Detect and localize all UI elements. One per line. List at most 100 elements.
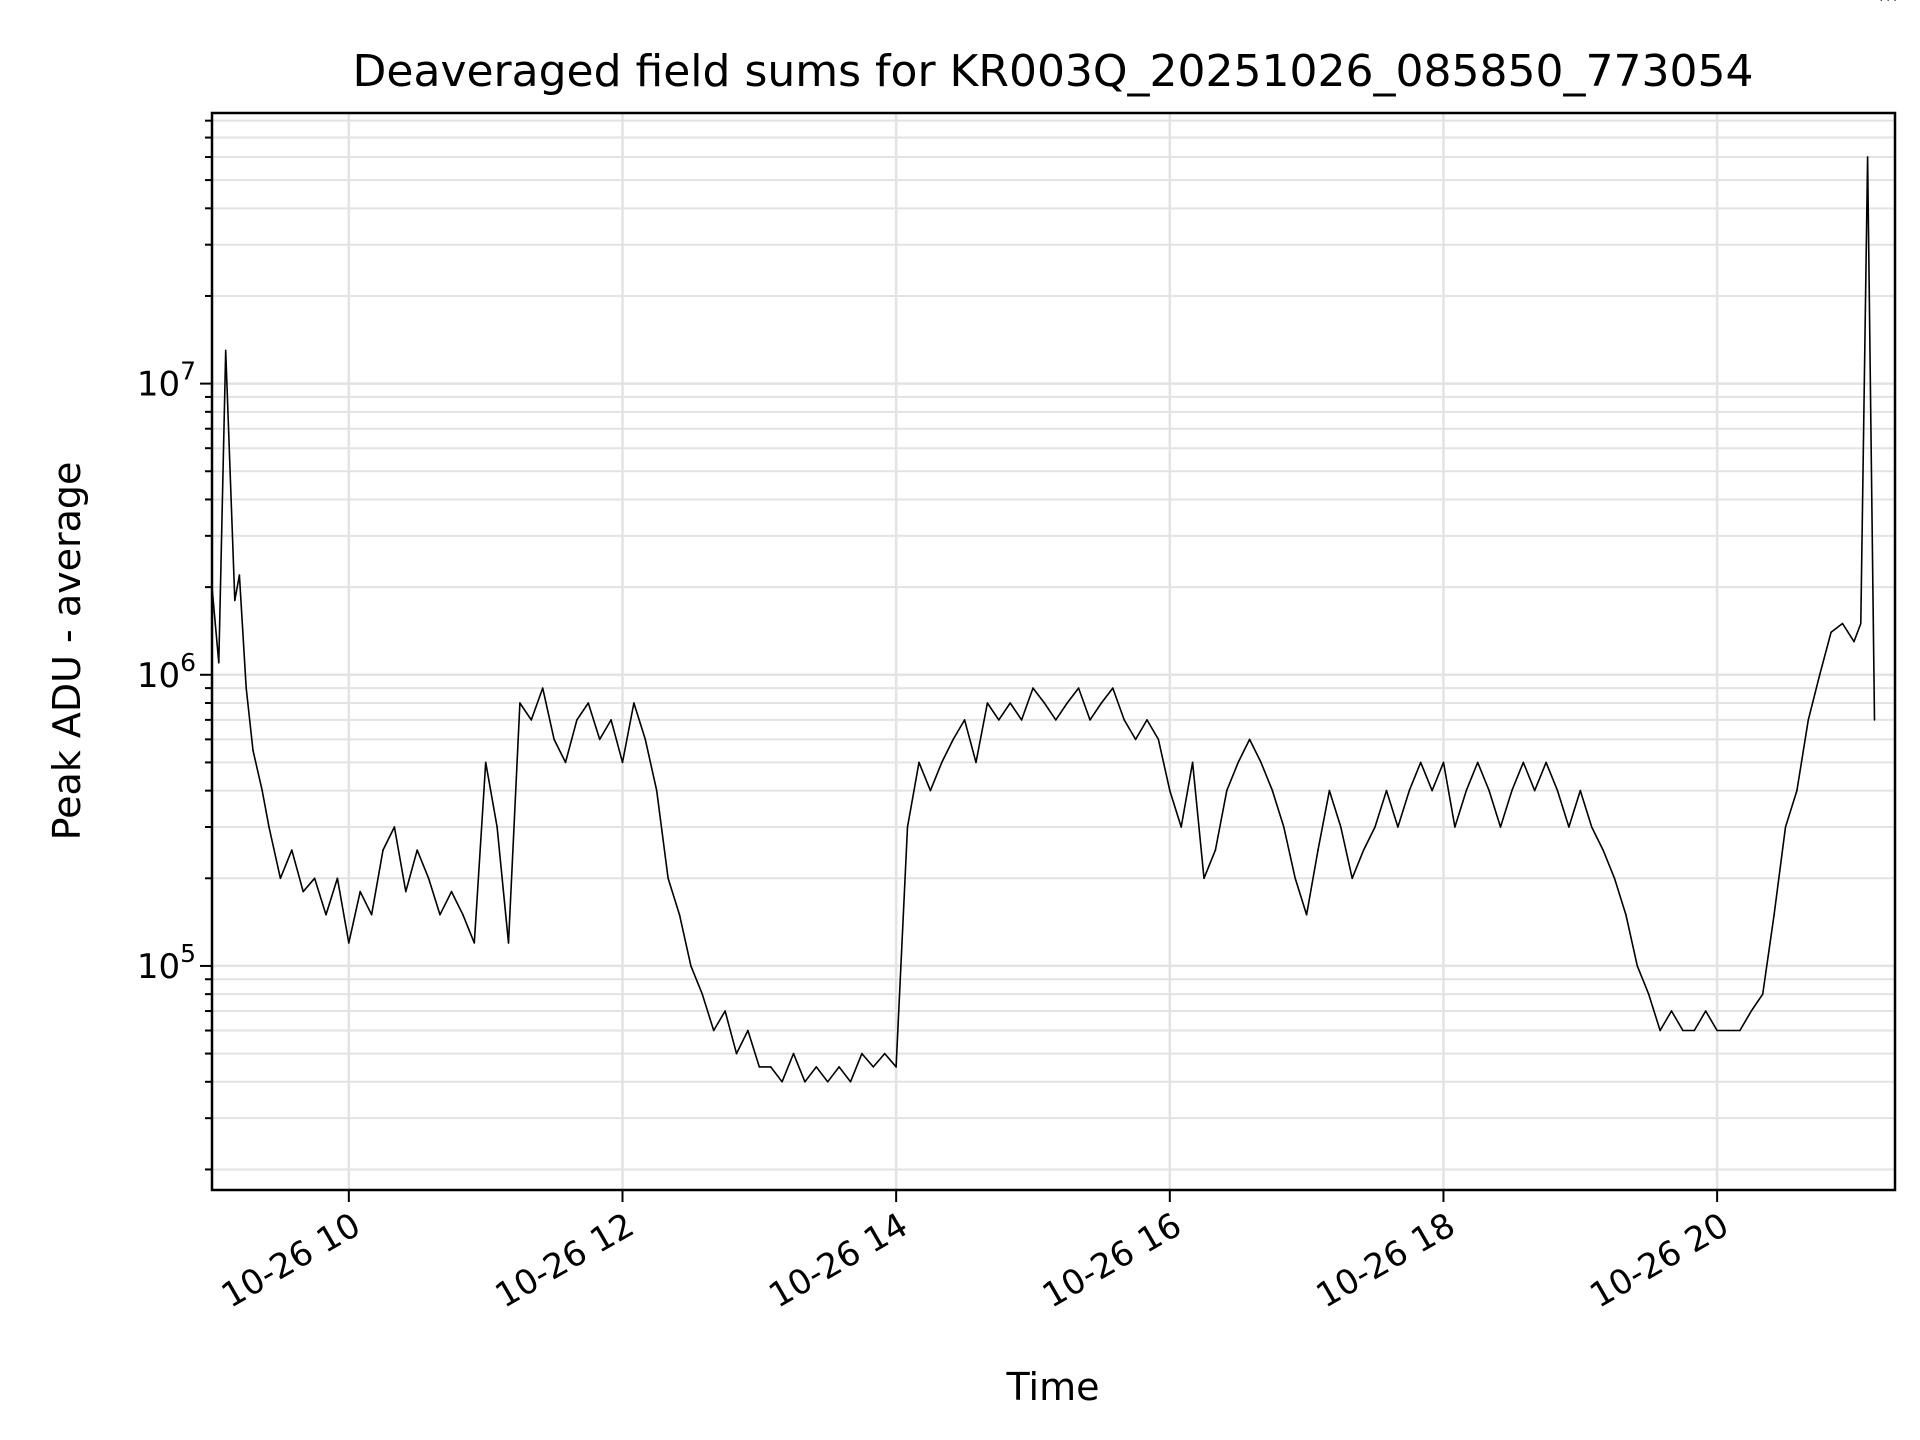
data-point [359,890,362,893]
y-tick-label: 107 [137,357,196,405]
data-point [906,826,909,828]
data-point [1191,761,1194,764]
data-point [1796,789,1798,792]
data-point [1283,826,1285,828]
data-point [1476,761,1479,764]
y-tick-label: 105 [137,939,196,987]
data-point [735,1052,738,1055]
data-point [826,1081,829,1083]
data-point [872,1066,875,1068]
x-tick-label: 10-26 10 [215,1205,367,1316]
data-point [769,1066,772,1068]
data-point [895,1066,897,1068]
data-point [484,761,487,764]
data-point [348,942,350,944]
data-point [598,738,601,741]
data-point [1636,965,1639,967]
data-point [1419,761,1422,764]
y-axis-label: Peak ADU - average [45,462,89,841]
data-point [712,1029,715,1032]
data-point [633,702,635,704]
data-point [758,1066,761,1068]
data-point [1880,0,1883,1]
data-point [792,1052,795,1055]
data-point [1351,877,1353,880]
data-point [576,719,578,721]
data-point [986,702,989,704]
data-point [1442,761,1445,764]
data-point [291,849,293,851]
data-point [747,1029,749,1032]
data-point [1214,849,1217,851]
data-point [644,738,647,741]
data-point [1431,789,1433,792]
data-point [1385,789,1388,792]
data-point [1682,1029,1684,1032]
data-point [1568,826,1570,828]
data-point [1887,0,1889,1]
data-point [918,761,920,764]
data-point [393,826,396,828]
data-point [781,1081,783,1083]
data-point [849,1081,852,1083]
data-point [883,1052,886,1055]
data-point [1089,719,1091,721]
data-point [838,1066,840,1068]
data-point [1866,156,1869,158]
data-point [1123,719,1125,721]
data-point [1841,622,1844,625]
data-point [1032,687,1034,689]
data-point [1271,789,1274,792]
data-point [1488,789,1490,792]
data-point [238,574,241,576]
data-point [1830,631,1832,633]
data-point [261,789,264,792]
data-point [941,761,943,764]
data-point [724,1010,726,1012]
data-point [804,1081,806,1083]
data-point [1260,761,1262,764]
data-point [302,890,305,893]
data-point [553,738,555,741]
data-point [815,1066,818,1068]
data-point [1647,993,1650,995]
data-point [1203,877,1205,880]
data-point [336,877,339,880]
data-point [530,719,533,721]
data-point [427,877,430,880]
data-point [667,877,669,880]
data-point [1328,789,1331,792]
data-point [1750,1010,1753,1012]
data-point [416,849,419,851]
data-point [963,719,966,721]
data-point [252,749,254,752]
data-point [1704,1010,1707,1012]
data-point [1659,1029,1661,1032]
data-point [975,761,977,764]
data-point [1020,719,1023,721]
data-point [1693,1029,1696,1032]
data-point [439,913,441,916]
data-point [1237,761,1239,764]
data-point [1226,789,1228,792]
data-point [1146,719,1148,721]
data-point [1860,622,1862,625]
data-point [1112,687,1114,689]
data-point [1169,789,1171,792]
data-point [1853,640,1855,643]
data-point [382,849,384,851]
data-point [587,702,590,704]
x-tick-label: 10-26 14 [762,1205,914,1316]
data-point [1294,877,1296,880]
data-point [234,599,236,602]
data-point [370,913,373,916]
plot-frame [210,111,1897,1192]
data-point [268,826,270,828]
data-point [279,877,282,880]
data-point [1077,687,1080,689]
x-tick-label: 10-26 20 [1583,1205,1735,1316]
series-layer [211,0,1896,1083]
data-point [678,913,681,916]
data-point [1362,849,1365,851]
